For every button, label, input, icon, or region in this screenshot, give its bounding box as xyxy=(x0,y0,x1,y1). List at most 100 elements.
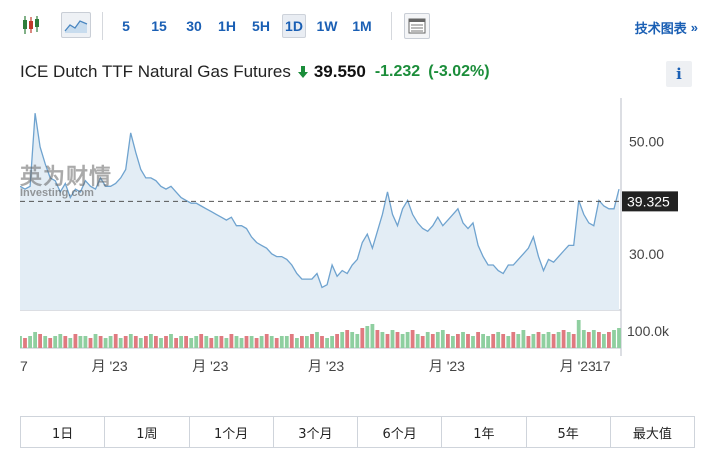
volume-bar xyxy=(456,334,460,348)
range-button[interactable]: 3个月 xyxy=(274,417,358,447)
volume-bar xyxy=(118,338,123,348)
range-button[interactable]: 5年 xyxy=(527,417,611,447)
volume-bar xyxy=(113,334,118,348)
volume-bar xyxy=(63,336,68,348)
volume-bar xyxy=(612,330,616,348)
volume-bar xyxy=(330,336,334,348)
volume-bar xyxy=(415,334,420,348)
timeframe-button-1m[interactable]: 1M xyxy=(352,18,372,34)
volume-bar xyxy=(516,334,521,348)
volume-bar xyxy=(269,336,274,348)
volume-bar xyxy=(38,334,42,348)
price-line xyxy=(20,113,620,289)
volume-bar xyxy=(239,338,244,348)
timeframe-button-1h[interactable]: 1H xyxy=(218,18,236,34)
toolbar-divider xyxy=(391,12,392,40)
volume-bar xyxy=(536,332,541,348)
volume-bar xyxy=(425,332,430,348)
volume-bar xyxy=(88,338,93,348)
timeframe-button-1w[interactable]: 1W xyxy=(316,18,338,34)
range-button[interactable]: 最大值 xyxy=(632,426,672,442)
volume-bar xyxy=(23,338,27,348)
volume-bar xyxy=(43,336,48,348)
timeframe-button-5h[interactable]: 5H xyxy=(252,18,270,34)
volume-bar xyxy=(511,332,516,348)
volume-bar xyxy=(123,336,128,348)
volume-bar xyxy=(410,330,415,348)
volume-bar xyxy=(300,336,304,348)
quote-header: ICE Dutch TTF Natural Gas Futures 39.550… xyxy=(20,59,490,85)
range-button[interactable]: 1年 xyxy=(442,417,527,447)
double-chevron-right-icon: » xyxy=(690,20,698,35)
range-button[interactable]: 1日 xyxy=(21,417,106,447)
area-chart-icon[interactable] xyxy=(61,12,91,38)
timeframe-button-15[interactable]: 15 xyxy=(151,18,167,34)
volume-bar xyxy=(430,334,435,348)
volume-bar xyxy=(28,336,32,348)
volume-bar xyxy=(154,336,158,348)
volume-bar xyxy=(586,332,591,348)
volume-bar xyxy=(335,334,339,348)
volume-bar xyxy=(189,338,194,348)
price-change: -1.232 xyxy=(374,63,421,80)
volume-bar xyxy=(597,332,601,348)
instrument-name: ICE Dutch TTF Natural Gas Futures xyxy=(20,62,291,81)
volume-bar xyxy=(385,334,390,348)
volume-bar xyxy=(149,334,153,348)
price-chart[interactable]: 50.00 30.00 39.325 100.0k 7 月 '23 月 '23 月 '23 月 … xyxy=(20,98,696,388)
volume-bar xyxy=(380,332,385,348)
chart-canvas: 50.00 30.00 39.325 100.0k 7 月 '23 月 '23 月 '23 月 … xyxy=(20,98,678,374)
volume-bar xyxy=(194,336,199,348)
volume-bar xyxy=(164,336,168,348)
volume-bar xyxy=(204,336,209,348)
volume-bar xyxy=(78,336,83,348)
volume-bar xyxy=(370,324,375,348)
volume-bar xyxy=(73,334,78,348)
volume-bar xyxy=(571,334,576,348)
volume-bar xyxy=(128,334,133,348)
volume-bar xyxy=(486,336,490,348)
technical-chart-link[interactable]: 技术图表 » xyxy=(635,18,698,37)
volume-bar xyxy=(159,338,163,348)
x-tick-label: 月 '23 xyxy=(92,358,128,374)
range-button[interactable]: 1周 xyxy=(105,417,190,447)
volume-bar xyxy=(395,332,400,348)
timeframe-button-30[interactable]: 30 xyxy=(186,18,202,34)
volume-bar xyxy=(451,336,455,348)
x-tick-label: 7 xyxy=(20,358,28,374)
volume-bar xyxy=(365,326,370,348)
volume-bar xyxy=(566,332,571,348)
volume-bar xyxy=(405,332,410,348)
range-button[interactable]: 1个月 xyxy=(190,417,274,447)
volume-bar xyxy=(501,334,506,348)
table-icon[interactable] xyxy=(404,13,430,39)
volume-bar xyxy=(249,336,254,348)
volume-bar xyxy=(274,338,279,348)
volume-bar xyxy=(224,338,229,348)
volume-bar xyxy=(244,336,249,348)
volume-bar xyxy=(350,332,355,348)
candlestick-icon[interactable] xyxy=(16,12,46,38)
volume-bar xyxy=(33,332,37,348)
timeframe-button-1d[interactable]: 1D xyxy=(282,14,306,38)
volume-bar xyxy=(284,336,289,348)
volume-bar xyxy=(229,334,234,348)
info-icon[interactable]: i xyxy=(666,61,692,87)
watermark-cn: 英为财情 xyxy=(20,165,113,190)
current-price-badge xyxy=(622,191,678,212)
timeframe-button-5[interactable]: 5 xyxy=(122,18,130,34)
volume-bar xyxy=(461,332,465,348)
volume-bar xyxy=(360,328,365,348)
volume-bar xyxy=(179,336,183,348)
volume-bar xyxy=(591,330,596,348)
volume-bar xyxy=(315,332,319,348)
volume-bar xyxy=(310,334,314,348)
volume-bar xyxy=(254,338,259,348)
volume-tick-label: 100.0k xyxy=(627,323,670,339)
technical-chart-label: 技术图表 xyxy=(634,21,687,36)
volume-bar xyxy=(93,334,98,348)
investing-watermark: 英为财情 Investing.com xyxy=(20,159,112,199)
volume-bar xyxy=(521,330,526,348)
volume-bar xyxy=(546,332,551,348)
range-button[interactable]: 6个月 xyxy=(358,417,443,447)
